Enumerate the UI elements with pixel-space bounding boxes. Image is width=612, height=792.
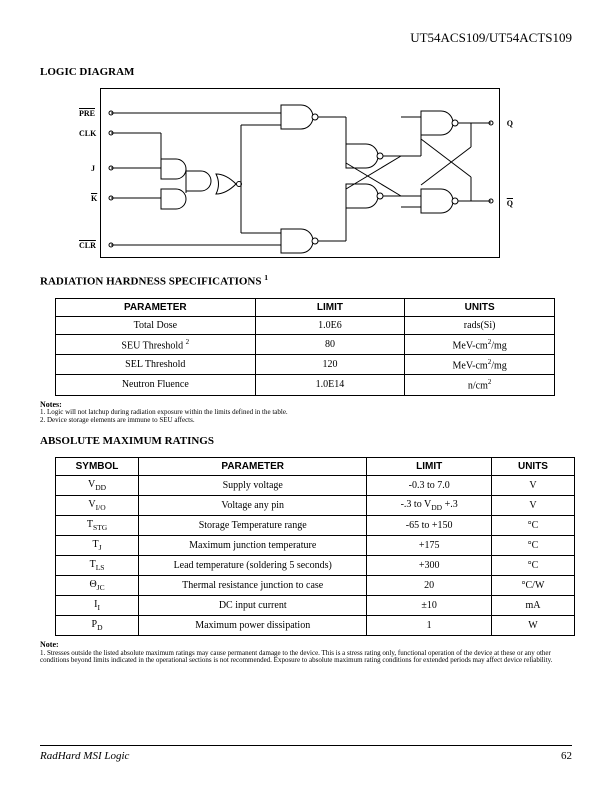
abs-max-col-limit: LIMIT bbox=[367, 457, 492, 475]
table-row: SEL Threshold120MeV-cm2/mg bbox=[56, 354, 555, 374]
label-k: K bbox=[91, 194, 97, 203]
page-footer: RadHard MSI Logic 62 bbox=[40, 745, 572, 762]
cell: SEU Threshold 2 bbox=[56, 334, 256, 354]
cell: +300 bbox=[367, 555, 492, 575]
table-row: PDMaximum power dissipation1W bbox=[56, 615, 575, 635]
table-row: Neutron Fluence1.0E14n/cm2 bbox=[56, 375, 555, 395]
table-row: ΘJCThermal resistance junction to case20… bbox=[56, 575, 575, 595]
cell: 20 bbox=[367, 575, 492, 595]
cell: Maximum junction temperature bbox=[139, 535, 367, 555]
cell: Supply voltage bbox=[139, 475, 367, 495]
label-pre: PRE bbox=[79, 109, 95, 118]
cell: W bbox=[491, 615, 574, 635]
cell: MeV-cm2/mg bbox=[405, 354, 555, 374]
label-clr: CLR bbox=[79, 241, 96, 250]
cell: V bbox=[491, 495, 574, 515]
cell: TSTG bbox=[56, 515, 139, 535]
table-row: Total Dose1.0E6rads(Si) bbox=[56, 316, 555, 334]
cell: 1 bbox=[367, 615, 492, 635]
abs-max-col-sym: SYMBOL bbox=[56, 457, 139, 475]
abs-max-table: SYMBOL PARAMETER LIMIT UNITS VDDSupply v… bbox=[55, 457, 575, 636]
cell: MeV-cm2/mg bbox=[405, 334, 555, 354]
cell: VDD bbox=[56, 475, 139, 495]
label-q: Q bbox=[507, 119, 513, 128]
cell: -65 to +150 bbox=[367, 515, 492, 535]
header-title: UT54ACS109/UT54ACTS109 bbox=[40, 30, 572, 46]
cell: °C/W bbox=[491, 575, 574, 595]
abs-max-col-units: UNITS bbox=[491, 457, 574, 475]
cell: II bbox=[56, 595, 139, 615]
cell: n/cm2 bbox=[405, 375, 555, 395]
radiation-col-limit: LIMIT bbox=[255, 298, 405, 316]
table-row: VDDSupply voltage-0.3 to 7.0V bbox=[56, 475, 575, 495]
cell: Lead temperature (soldering 5 seconds) bbox=[139, 555, 367, 575]
abs-max-heading: ABSOLUTE MAXIMUM RATINGS bbox=[40, 435, 572, 447]
cell: ±10 bbox=[367, 595, 492, 615]
table-row: IIDC input current±10mA bbox=[56, 595, 575, 615]
footer-page: 62 bbox=[561, 750, 572, 762]
cell: rads(Si) bbox=[405, 316, 555, 334]
cell: Storage Temperature range bbox=[139, 515, 367, 535]
radiation-table: PARAMETER LIMIT UNITS Total Dose1.0E6rad… bbox=[55, 298, 555, 396]
label-qbar: Q bbox=[507, 199, 513, 208]
cell: Thermal resistance junction to case bbox=[139, 575, 367, 595]
logic-diagram: PRE CLK J K CLR Q Q bbox=[100, 88, 500, 258]
cell: TJ bbox=[56, 535, 139, 555]
footer-left: RadHard MSI Logic bbox=[40, 750, 129, 762]
abs-max-header-row: SYMBOL PARAMETER LIMIT UNITS bbox=[56, 457, 575, 475]
cell: +175 bbox=[367, 535, 492, 555]
cell: DC input current bbox=[139, 595, 367, 615]
radiation-col-param: PARAMETER bbox=[56, 298, 256, 316]
table-row: SEU Threshold 280MeV-cm2/mg bbox=[56, 334, 555, 354]
radiation-heading: RADIATION HARDNESS SPECIFICATIONS 1 bbox=[40, 273, 572, 288]
table-row: TSTGStorage Temperature range-65 to +150… bbox=[56, 515, 575, 535]
cell: mA bbox=[491, 595, 574, 615]
cell: PD bbox=[56, 615, 139, 635]
table-row: VI/OVoltage any pin-.3 to VDD +.3V bbox=[56, 495, 575, 515]
cell: TLS bbox=[56, 555, 139, 575]
cell: °C bbox=[491, 555, 574, 575]
cell: ΘJC bbox=[56, 575, 139, 595]
radiation-notes: Notes: 1. Logic will not latchup during … bbox=[40, 401, 572, 425]
cell: Neutron Fluence bbox=[56, 375, 256, 395]
cell: -0.3 to 7.0 bbox=[367, 475, 492, 495]
abs-max-notes: Note: 1. Stresses outside the listed abs… bbox=[40, 641, 572, 665]
cell: °C bbox=[491, 515, 574, 535]
cell: Maximum power dissipation bbox=[139, 615, 367, 635]
cell: 80 bbox=[255, 334, 405, 354]
cell: °C bbox=[491, 535, 574, 555]
label-clk: CLK bbox=[79, 129, 96, 138]
cell: Total Dose bbox=[56, 316, 256, 334]
cell: -.3 to VDD +.3 bbox=[367, 495, 492, 515]
cell: Voltage any pin bbox=[139, 495, 367, 515]
label-j: J bbox=[91, 164, 95, 173]
cell: V bbox=[491, 475, 574, 495]
cell: VI/O bbox=[56, 495, 139, 515]
abs-max-col-param: PARAMETER bbox=[139, 457, 367, 475]
radiation-col-units: UNITS bbox=[405, 298, 555, 316]
table-row: TLSLead temperature (soldering 5 seconds… bbox=[56, 555, 575, 575]
radiation-header-row: PARAMETER LIMIT UNITS bbox=[56, 298, 555, 316]
cell: 120 bbox=[255, 354, 405, 374]
cell: 1.0E14 bbox=[255, 375, 405, 395]
cell: 1.0E6 bbox=[255, 316, 405, 334]
logic-diagram-heading: LOGIC DIAGRAM bbox=[40, 66, 572, 78]
cell: SEL Threshold bbox=[56, 354, 256, 374]
table-row: TJMaximum junction temperature+175°C bbox=[56, 535, 575, 555]
logic-svg bbox=[101, 89, 499, 257]
